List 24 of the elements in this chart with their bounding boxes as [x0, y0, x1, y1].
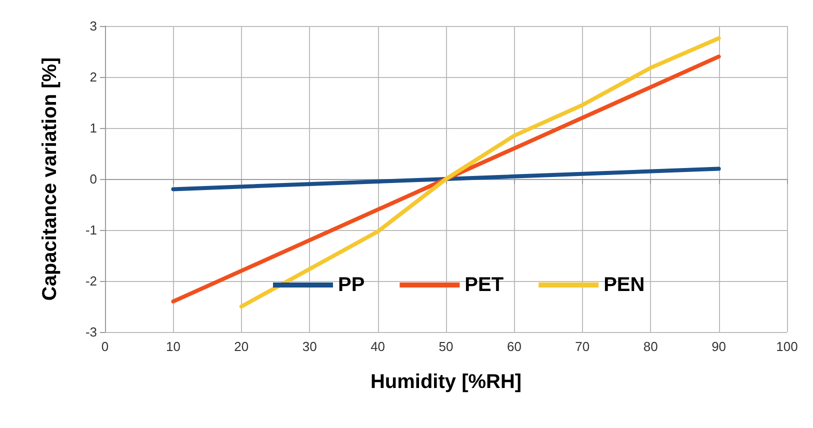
y-tick-label: 2: [90, 70, 97, 84]
y-tick-label: 1: [90, 120, 97, 136]
x-tick-label: 80: [643, 339, 658, 354]
x-tick-label: 50: [438, 339, 454, 354]
y-tick-label: 3: [90, 18, 97, 34]
line-series: [239, 36, 721, 308]
x-tick-label: 90: [712, 339, 726, 354]
legend-label: PP: [338, 274, 365, 296]
x-tick-label: 100: [776, 339, 798, 354]
x-tick-label: 0: [101, 339, 109, 354]
legend-label: PEN: [604, 274, 645, 296]
x-tick-label: 70: [575, 339, 590, 354]
legend-label: PET: [464, 274, 504, 296]
x-tick-label: 10: [166, 339, 180, 354]
x-tick-label: 60: [506, 339, 522, 354]
x-axis-title: Humidity [%RH]: [370, 371, 522, 393]
x-tick-label: 20: [234, 339, 249, 354]
x-tick-label: 40: [370, 339, 386, 354]
x-tick-label: 30: [302, 339, 317, 354]
y-tick-label: -3: [85, 324, 97, 340]
y-tick-label: 0: [90, 172, 97, 186]
y-tick-label: -2: [85, 274, 97, 288]
y-tick-label: -1: [85, 222, 97, 238]
y-axis-title: Capacitance variation [%]: [39, 57, 61, 301]
